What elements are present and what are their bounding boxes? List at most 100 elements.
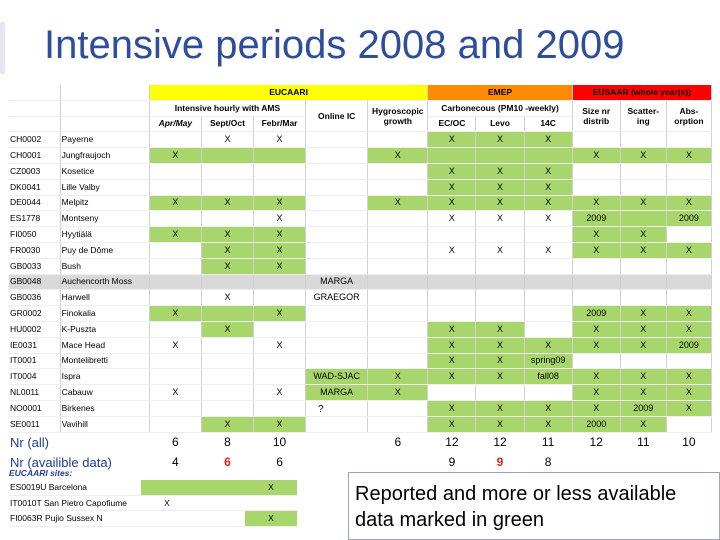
table-cell: 2000 [572, 416, 621, 433]
table-cell: X [253, 416, 307, 433]
subheader-row: Apr/May Sept/Oct Febr/Mar EC/OC Levo 14C [9, 116, 712, 133]
table-cell [666, 416, 713, 433]
scattering-header: Scatter-ing [620, 100, 667, 133]
table-cell: 2009 [572, 305, 621, 322]
table-cell [201, 353, 255, 370]
table-cell: 2009 [666, 210, 713, 228]
table-cell: X [253, 305, 307, 322]
table-cell: X [201, 195, 255, 212]
station-code: NL0011 [9, 384, 61, 401]
station-rows: CH0002 Payerne X X X X X CH0001 Jungfraujoch X X X X… [9, 131, 713, 433]
table-cell: X [367, 147, 429, 164]
table-cell [666, 274, 713, 291]
table-cell: X [524, 416, 573, 433]
table-row: GR0002 Finokalia X X 2009 X X [9, 305, 713, 322]
table-cell: X [620, 321, 667, 338]
table-cell: X [620, 226, 667, 243]
table-row: ES1778 Montseny X X X X 2009 2009 [9, 210, 713, 228]
nr-all-value: 10 [272, 435, 287, 450]
station-code: GB0033 [9, 258, 61, 275]
table-cell: X [666, 321, 713, 338]
station-name: Bush [60, 258, 150, 275]
station-name: Finokalia [60, 305, 150, 322]
table-cell [149, 289, 202, 307]
table-cell [201, 337, 255, 354]
station-name: Ispra [60, 368, 150, 386]
site-cell [245, 495, 297, 511]
table-cell [201, 368, 255, 386]
legend-note: Reported and more or less available data… [348, 472, 720, 540]
table-cell: X [201, 131, 255, 149]
table-cell: X [572, 226, 621, 243]
station-name: Mace Head [60, 337, 150, 354]
table-cell: X [253, 242, 307, 259]
table-row: DE0044 Melpitz X X X X X X X X X X [9, 195, 713, 212]
table-cell: X [253, 337, 307, 354]
table-cell: X [666, 305, 713, 322]
table-cell: X [524, 210, 573, 228]
station-code: IE0031 [9, 337, 61, 354]
nr-all-row: Nr (all) 6 8 10 6 12 12 11 12 11 10 [9, 432, 712, 453]
slide-title: Intensive periods 2008 and 2009 [44, 23, 625, 67]
table-cell [149, 258, 202, 275]
table-cell [305, 258, 369, 275]
table-cell [253, 163, 307, 180]
table-cell [427, 384, 477, 401]
table-cell: X [427, 416, 477, 433]
table-cell: X [201, 258, 255, 275]
table-row: GB0033 Bush X X [9, 258, 713, 275]
table-cell: X [572, 195, 621, 212]
table-cell: X [253, 131, 307, 149]
nr-all-value: 12 [589, 435, 603, 450]
table-cell: X [572, 368, 621, 386]
station-code: FI0050 [9, 226, 61, 243]
table-cell [427, 274, 477, 291]
table-cell [253, 147, 307, 164]
nr-all-value: 11 [637, 435, 650, 450]
table-cell [620, 210, 667, 228]
table-cell [620, 163, 667, 180]
nr-all-value: 12 [445, 435, 459, 450]
table-cell [367, 226, 429, 243]
station-name: Hyytiälä [60, 226, 150, 243]
site-cell: X [141, 495, 193, 511]
table-cell [524, 305, 573, 322]
table-cell: X [572, 384, 621, 401]
table-cell [367, 163, 429, 180]
table-cell: X [620, 368, 667, 386]
table-cell [524, 226, 573, 243]
table-cell [149, 210, 202, 228]
table-cell [475, 289, 525, 307]
table-cell: 2009 [620, 400, 667, 417]
table-cell [149, 242, 202, 259]
table-cell: X [475, 179, 525, 196]
station-name: Montseny [60, 210, 150, 228]
table-cell: X [475, 131, 525, 149]
site-cell [193, 480, 245, 496]
table-row: GB0048 Auchencorth Moss MARGA [9, 274, 713, 291]
group-header-row: EUCAARI EMEP EUSAAR (whole year(s)) [9, 85, 713, 101]
table-cell [305, 321, 369, 338]
table-row: FR0030 Puy de Dôme X X X X X X X X [9, 242, 713, 259]
table-cell: X [253, 195, 307, 212]
nr-all-value: 6 [394, 435, 402, 450]
station-name: Lille Valby [60, 179, 150, 196]
table-cell: X [620, 384, 667, 401]
table-cell [253, 179, 307, 196]
table-cell: X [666, 195, 713, 212]
nr-all-value: 12 [493, 435, 507, 450]
table-cell [305, 195, 369, 212]
size-nr-header: Size nr distrib [572, 100, 621, 133]
site-row: ES0019U Barcelona X [9, 480, 297, 496]
table-cell [201, 163, 255, 180]
station-code: DK0041 [9, 179, 61, 196]
table-cell [149, 416, 202, 433]
station-code: CH0001 [9, 147, 61, 164]
table-cell [367, 321, 429, 338]
table-cell [427, 305, 477, 322]
station-code: GB0048 [9, 274, 61, 291]
nr-all-value: 11 [541, 435, 555, 450]
table-cell [305, 131, 369, 149]
nr-all-value: 6 [171, 435, 179, 450]
left-accent-bar [0, 22, 5, 74]
